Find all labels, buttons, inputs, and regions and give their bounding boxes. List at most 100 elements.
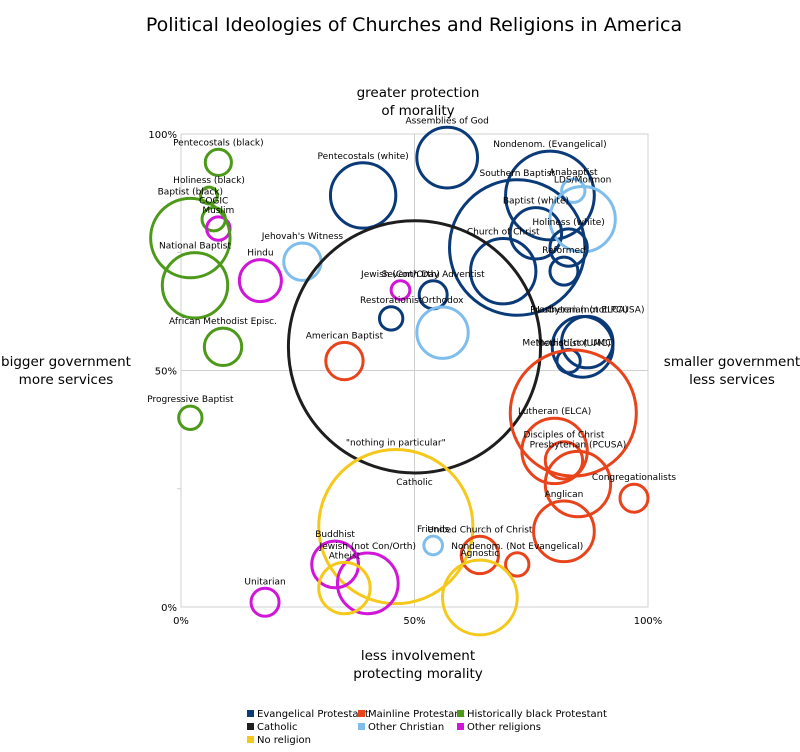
bubble-label: Baptist (black) bbox=[158, 187, 223, 197]
top-axis-label-line2: of morality bbox=[381, 103, 454, 119]
bubble-label: Pentecostals (black) bbox=[173, 138, 264, 148]
bubble-label: Unitarian bbox=[244, 577, 285, 587]
bubble-point bbox=[317, 448, 475, 606]
y-tick-label: 0% bbox=[161, 603, 177, 614]
bubble-point bbox=[560, 177, 587, 204]
bubble-point bbox=[504, 551, 531, 578]
bubble-point bbox=[548, 184, 617, 254]
bubble-labels: Assemblies of God Nondenom. (Evangelical)… bbox=[147, 116, 676, 587]
bubble-point bbox=[282, 241, 323, 282]
legend-swatch bbox=[247, 710, 254, 717]
bubble-point bbox=[543, 449, 613, 519]
bubble-point bbox=[237, 258, 283, 304]
bubble-point bbox=[317, 560, 372, 616]
bubble-label: Lutheran (not ELCA) bbox=[537, 305, 628, 315]
bubble-label: Holiness (black) bbox=[173, 176, 245, 186]
plot-area bbox=[177, 133, 649, 608]
bubble-label: Baptist (white) bbox=[503, 197, 569, 207]
left-axis-label-line2: more services bbox=[19, 372, 114, 388]
legend-swatch bbox=[247, 736, 254, 743]
axis-ticks: 0% 50% 100% 100% 50% 0% bbox=[148, 130, 662, 627]
bubble-label: Pentecostals (white) bbox=[317, 152, 408, 162]
bubble-point bbox=[422, 534, 445, 557]
bubble-label: United Church of Christ bbox=[427, 525, 533, 535]
bubble-label: Congregationalists bbox=[592, 473, 676, 483]
legend-label: Other religions bbox=[467, 722, 541, 733]
legend-swatch bbox=[457, 710, 464, 717]
right-axis-label-line1: smaller government bbox=[664, 354, 800, 370]
bubble-point bbox=[508, 206, 564, 261]
legend-label: No religion bbox=[257, 735, 311, 746]
bubble-point bbox=[160, 251, 230, 320]
x-tick-label: 100% bbox=[634, 616, 663, 627]
bubble-point bbox=[149, 196, 232, 280]
bubble-label: Catholic bbox=[396, 478, 433, 488]
chart-title: Political Ideologies of Churches and Rel… bbox=[146, 14, 682, 36]
bubble-label: Jehovah's Witness bbox=[261, 232, 344, 242]
bubble-label: LDS/Mormon bbox=[554, 175, 611, 185]
bubble-point bbox=[377, 305, 405, 332]
bubble-point bbox=[203, 147, 233, 177]
bubble-point bbox=[548, 227, 589, 268]
y-tick-label: 50% bbox=[155, 367, 177, 378]
bubble-point bbox=[548, 255, 580, 287]
bubble-point bbox=[543, 440, 585, 481]
bubble-point bbox=[441, 558, 519, 637]
legend-label: Historically black Protestant bbox=[467, 709, 607, 720]
bubble-point bbox=[328, 161, 398, 230]
bubble-point bbox=[469, 236, 538, 306]
bubble-label: Hindu bbox=[247, 249, 273, 259]
bubble-label: Reformed bbox=[542, 246, 586, 256]
bubble-label: Anabaptist bbox=[549, 168, 598, 178]
left-axis-label-line1: bigger government bbox=[1, 354, 131, 370]
bubble-label: Buddhist bbox=[315, 530, 355, 540]
bubble-label: Nondenom. (Evangelical) bbox=[493, 140, 606, 150]
bubble-point bbox=[324, 340, 365, 382]
legend-label: Mainline Protestant bbox=[368, 709, 465, 720]
bubble-point bbox=[532, 499, 596, 564]
bubble-label: Agnostic bbox=[461, 549, 500, 559]
bubble-point bbox=[459, 534, 501, 576]
x-tick-label: 50% bbox=[403, 616, 425, 627]
bubble-label: American Baptist bbox=[306, 331, 384, 341]
legend-swatch bbox=[358, 710, 365, 717]
legend-swatch bbox=[358, 723, 365, 730]
bubble-label: Atheist bbox=[329, 551, 361, 561]
bubble-label: Presbyterian (PCUSA) bbox=[530, 440, 627, 450]
bottom-axis-label-line2: protecting morality bbox=[353, 666, 483, 682]
bubble-point bbox=[618, 482, 650, 514]
bubble-point bbox=[504, 149, 596, 242]
bubble-label: Holiness (white) bbox=[532, 218, 604, 228]
legend-label: Catholic bbox=[257, 722, 298, 733]
bubble-label: Orthodox bbox=[422, 296, 464, 306]
bubble-point bbox=[415, 125, 480, 190]
bubble-series bbox=[149, 125, 650, 637]
bubble-label: Restorationist bbox=[360, 296, 423, 306]
bubble-label: Methodist (UMC) bbox=[536, 339, 611, 349]
bubble-point bbox=[520, 416, 589, 486]
bubble-label: National Baptist bbox=[159, 242, 231, 252]
bubble-label: Anglican bbox=[545, 490, 584, 500]
right-axis-label-line2: less services bbox=[689, 372, 775, 388]
bubble-label: Muslim bbox=[202, 206, 234, 216]
bubble-label: Lutheran (ELCA) bbox=[518, 407, 591, 417]
top-axis-label-line1: greater protection bbox=[357, 85, 480, 101]
bubble-label: Assemblies of God bbox=[406, 116, 489, 126]
bubble-label: Disciples of Christ bbox=[524, 431, 605, 441]
bubble-label: COGIC bbox=[199, 196, 228, 206]
x-tick-label: 0% bbox=[173, 616, 189, 627]
bubble-point bbox=[177, 404, 204, 431]
bubble-point bbox=[448, 178, 587, 317]
bubble-label: Methodist (not UMC) bbox=[522, 338, 615, 348]
bubble-point bbox=[286, 219, 543, 475]
y-tick-label: 100% bbox=[148, 130, 177, 141]
bubble-label: Jewish (not Con/Orth) bbox=[319, 542, 416, 552]
bubble-label: Nondenom. (Not Evangelical) bbox=[451, 542, 583, 552]
bubble-label: Friends bbox=[417, 525, 450, 535]
bottom-axis-label-line1: less involvement bbox=[361, 648, 475, 664]
bubble-label: Church of Christ bbox=[467, 227, 540, 237]
bubble-point bbox=[415, 305, 470, 360]
bubble-point bbox=[335, 551, 400, 616]
bubble-point bbox=[389, 279, 412, 301]
